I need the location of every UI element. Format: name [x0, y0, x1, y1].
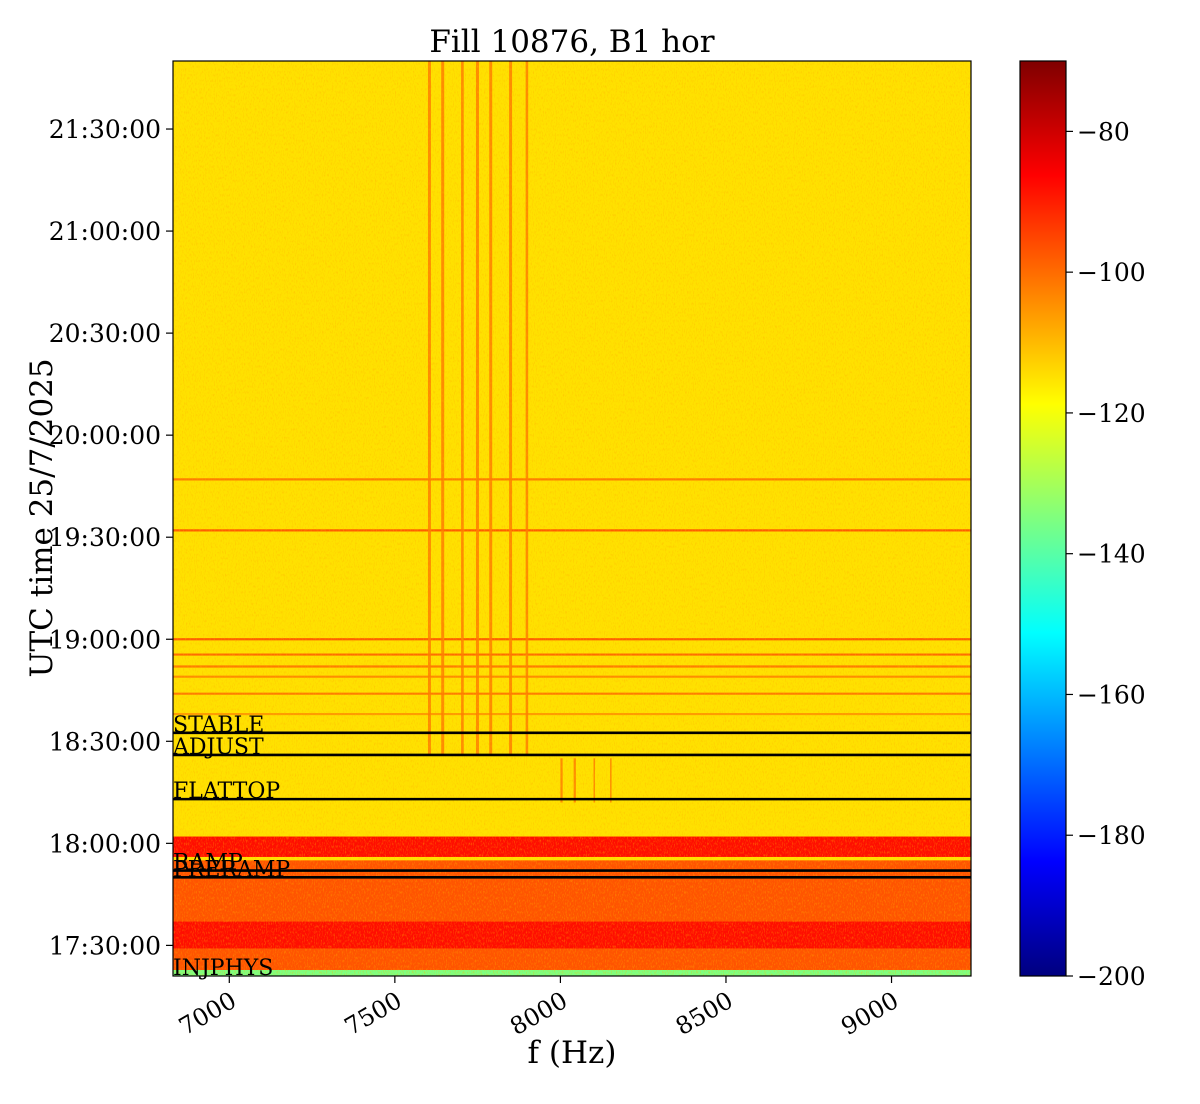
colorbar-tick-label: −160 — [1077, 680, 1146, 709]
x-axis-label: f (Hz) — [528, 1035, 617, 1071]
x-tick-label: 9000 — [836, 986, 903, 1041]
y-tick-label: 21:00:00 — [49, 217, 161, 246]
y-axis-label: UTC time 25/7/2025 — [24, 358, 60, 677]
colorbar-tick-label: −80 — [1077, 117, 1130, 146]
beam-mode-label: STABLE — [173, 713, 264, 738]
chart-title: Fill 10876, B1 hor — [429, 24, 714, 60]
y-tick-label: 19:00:00 — [49, 625, 161, 654]
y-tick-label: 17:30:00 — [49, 931, 161, 960]
colorbar-tick-label: −100 — [1077, 258, 1146, 287]
x-axis: 7000 7500 8000 8500 9000 — [174, 976, 903, 1041]
colorbar-tick-label: −200 — [1077, 962, 1146, 991]
x-tick-label: 8500 — [671, 986, 738, 1041]
y-tick-label: 19:30:00 — [49, 523, 161, 552]
beam-mode-label: PRERAMP — [173, 857, 290, 882]
x-tick-label: 7000 — [174, 986, 241, 1041]
beam-mode-label: ADJUST — [172, 735, 264, 760]
x-tick-label: 7500 — [340, 986, 407, 1041]
colorbar-ticks: −80 −100 −120 −140 −160 −180 −200 — [1066, 117, 1146, 991]
plot-frame — [172, 60, 972, 977]
beam-mode-label: FLATTOP — [173, 779, 280, 804]
colorbar-gradient — [1019, 60, 1067, 977]
y-tick-label: 20:00:00 — [49, 421, 161, 450]
y-tick-label: 18:00:00 — [49, 829, 161, 858]
y-tick-label: 18:30:00 — [49, 727, 161, 756]
colorbar-tick-label: −180 — [1077, 821, 1146, 850]
colorbar-tick-label: −120 — [1077, 399, 1146, 428]
colorbar: −80 −100 −120 −140 −160 −180 −200 — [1019, 60, 1146, 991]
y-tick-label: 21:30:00 — [49, 115, 161, 144]
spectrogram-noise — [173, 61, 971, 976]
y-tick-label: 20:30:00 — [49, 319, 161, 348]
y-axis: 17:30:00 18:00:00 18:30:00 19:00:00 19:30:00… — [49, 115, 173, 960]
beam-mode-label: RAMP — [173, 851, 243, 876]
beam-mode-label: INJPHYS — [173, 956, 273, 981]
x-tick-label: 8000 — [505, 986, 572, 1041]
colorbar-tick-label: −140 — [1077, 540, 1146, 569]
